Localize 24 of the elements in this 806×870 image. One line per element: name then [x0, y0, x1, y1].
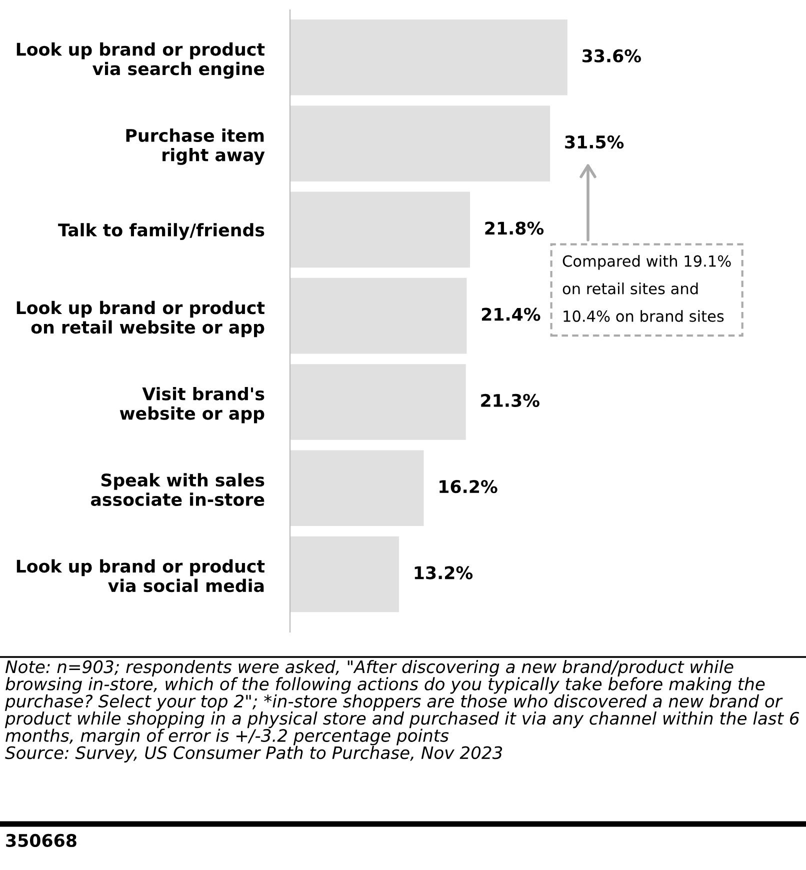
annotation: Compared with 19.1% on retail sites and 10.4% on brand sites	[562, 255, 731, 322]
bar	[290, 19, 568, 96]
text: 350668	[6, 834, 76, 848]
y-tick-label: Speak with sales associate in-store	[90, 473, 264, 506]
data-label: 21.3%	[481, 394, 540, 408]
data-label: 21.8%	[485, 222, 544, 235]
data-label: 33.6%	[582, 49, 641, 62]
bar	[290, 278, 467, 354]
data-label: 21.4%	[482, 308, 540, 321]
y-tick-label: Purchase item right away	[126, 128, 265, 165]
bar	[290, 192, 470, 268]
bar	[290, 450, 424, 526]
text: Note: n=903; respondents were asked, "After discovering a new brand/product while browsing in-store, which of the following actions do you typically take before making the purchase? Select your top 2"; *in-store shoppers are those who discovered a new brand or product while shopping in a physical store and purchased it via any channel within the last 6 months, margin of error is +/-3.2 percentage points Source: Survey, US Consumer Path to Purchase, Nov 2023	[4, 660, 800, 762]
data-label: 13.2%	[414, 566, 473, 580]
y-tick-label: Look up brand or product on retail website or app	[16, 300, 265, 338]
data-label: 16.2%	[440, 480, 498, 494]
y-tick-label: Visit brand's website or app	[120, 386, 264, 424]
y-tick-label: Look up brand or product via search engine	[16, 42, 265, 79]
bar	[290, 536, 399, 612]
y-tick-label: Talk to family/friends	[58, 223, 264, 240]
bar	[290, 106, 550, 182]
bar	[290, 364, 466, 440]
data-label: 31.5%	[565, 135, 624, 149]
y-tick-label: Look up brand or product via social media	[16, 559, 265, 592]
